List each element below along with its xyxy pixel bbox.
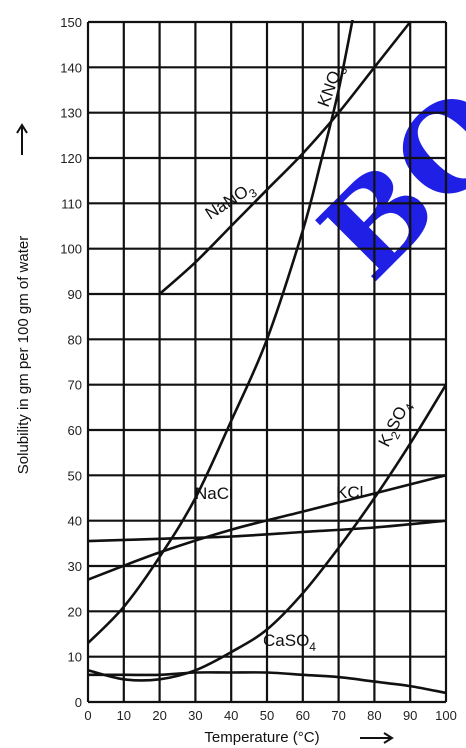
x-axis-label: Temperature (°C) [204, 729, 319, 746]
y-axis-arrow [16, 123, 28, 155]
grid [86, 20, 448, 704]
y-axis-label: Solubility in gm per 100 gm of water [15, 236, 32, 474]
x-tick-label: 20 [152, 708, 166, 723]
x-tick-label: 0 [84, 708, 91, 723]
curves [87, 20, 448, 695]
y-tick-label: 60 [68, 423, 82, 438]
x-tick-label: 10 [117, 708, 131, 723]
x-tick-label: 60 [296, 708, 310, 723]
y-tick-label: 30 [68, 559, 82, 574]
tick-labels: 0 10 20 30 40 50 60 70 80 90 100 0 10 20 30 40 50 60 70 80 9… [60, 15, 457, 723]
series-line-k2so4 [87, 384, 448, 682]
series-label-caso4: CaSO4 [263, 631, 316, 654]
y-tick-label: 70 [68, 378, 82, 393]
series-line-caso4 [88, 671, 447, 695]
series-line-kcl [87, 474, 447, 581]
y-tick-label: 0 [75, 695, 82, 710]
y-tick-label: 150 [60, 15, 82, 30]
y-tick-label: 40 [68, 514, 82, 529]
y-tick-label: 90 [68, 287, 82, 302]
x-tick-label: 40 [224, 708, 238, 723]
y-tick-label: 130 [60, 106, 82, 121]
series-line-nano3 [158, 21, 412, 295]
x-tick-label: 30 [188, 708, 202, 723]
y-tick-label: 140 [60, 60, 82, 75]
x-tick-label: 100 [435, 708, 457, 723]
series-label-kcl: KCl [336, 483, 363, 502]
y-tick-label: 100 [60, 242, 82, 257]
series-label-nacl: NaCl [195, 484, 233, 503]
x-tick-label: 90 [403, 708, 417, 723]
y-tick-label: 50 [68, 468, 82, 483]
y-tick-label: 120 [60, 151, 82, 166]
series-line-kno3 [87, 20, 354, 645]
y-tick-label: 20 [68, 604, 82, 619]
series-line-nacl [87, 519, 447, 543]
y-tick-label: 10 [68, 650, 82, 665]
y-tick-label: 110 [61, 196, 82, 211]
x-tick-label: 50 [260, 708, 274, 723]
x-tick-label: 80 [367, 708, 381, 723]
y-tick-label: 80 [68, 332, 82, 347]
x-tick-label: 70 [331, 708, 345, 723]
x-axis-arrow [360, 732, 394, 744]
